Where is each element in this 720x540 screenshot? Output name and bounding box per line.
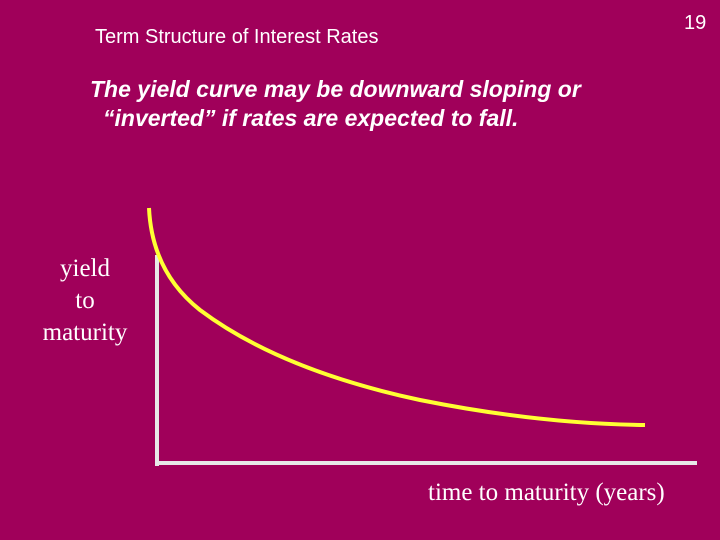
body-line: The yield curve may be downward sloping … bbox=[90, 76, 582, 102]
x-axis-label: time to maturity (years) bbox=[428, 479, 665, 506]
yield-curve bbox=[147, 207, 646, 427]
y-axis-label: yield bbox=[60, 255, 110, 282]
y-axis-label: maturity bbox=[43, 319, 128, 346]
slide-number: 19 bbox=[684, 12, 706, 34]
body-line: “inverted” if rates are expected to fall… bbox=[103, 105, 518, 131]
slide-title: Term Structure of Interest Rates bbox=[95, 26, 378, 48]
y-axis-label: to bbox=[75, 287, 94, 314]
